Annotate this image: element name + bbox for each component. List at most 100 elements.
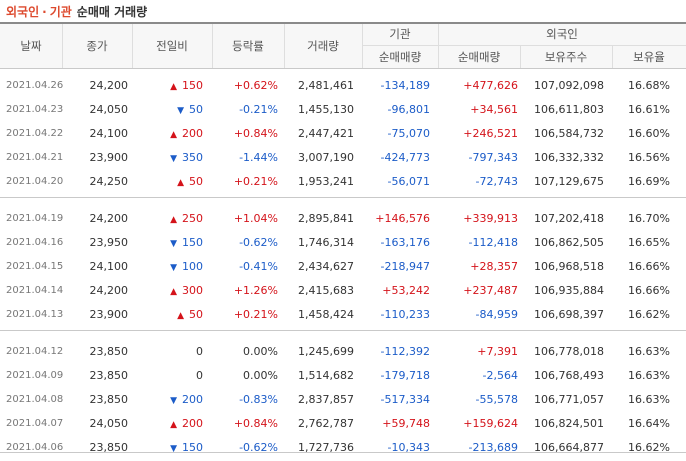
change-value: 150 (182, 441, 203, 454)
foreign-ratio-cell: 16.64% (628, 417, 670, 430)
change-rate-cell: -0.83% (239, 393, 278, 406)
foreign-holdings-cell: 106,611,803 (534, 103, 604, 116)
header-volume: 거래량 (307, 39, 339, 53)
close-price-cell: 24,050 (89, 103, 129, 116)
change-value: 0 (196, 345, 203, 358)
up-arrow-icon: ▲ (170, 130, 177, 140)
table-row: 2021.04.16 23,950 ▼ 150 -0.62% 1,746,314 -163,… (0, 231, 686, 255)
header-divider (520, 46, 521, 68)
title-net-volume: 순매매 거래량 (76, 5, 148, 19)
header-institution: 기관 (389, 27, 411, 41)
header-foreign-hold: 보유주수 (544, 50, 588, 64)
change-cell: 0 (132, 340, 203, 364)
foreign-ratio-cell: 16.60% (628, 127, 670, 140)
foreign-holdings-cell: 106,584,732 (534, 127, 604, 140)
foreign-holdings-cell: 106,698,397 (534, 308, 604, 321)
header-close: 종가 (86, 39, 108, 53)
date-cell: 2021.04.09 (6, 370, 64, 381)
table-row: 2021.04.23 24,050 ▼ 50 -0.21% 1,455,130 -96,80… (0, 98, 686, 122)
header-foreign-ratio: 보유율 (633, 50, 665, 64)
date-cell: 2021.04.08 (6, 394, 64, 405)
up-arrow-icon: ▲ (170, 287, 177, 297)
change-cell: ▼ 150 (132, 231, 203, 255)
change-cell: ▼ 50 (132, 98, 203, 122)
institution-net-cell: -112,392 (380, 345, 430, 358)
change-cell: ▼ 350 (132, 146, 203, 170)
change-cell: 0 (132, 364, 203, 388)
institution-net-cell: -517,334 (380, 393, 430, 406)
down-arrow-icon: ▼ (170, 444, 177, 454)
volume-cell: 2,762,787 (298, 417, 354, 430)
change-rate-cell: -0.62% (239, 441, 278, 454)
change-rate-cell: +0.84% (233, 417, 278, 430)
table-row: 2021.04.09 23,850 0 0.00% 1,514,682 -179,718 -… (0, 364, 686, 388)
table-row: 2021.04.22 24,100 ▲ 200 +0.84% 2,447,421 -75,0… (0, 122, 686, 146)
foreign-net-cell: -72,743 (475, 175, 518, 188)
change-cell: ▲ 300 (132, 279, 203, 303)
change-rate-cell: +0.84% (233, 127, 278, 140)
header-divider (362, 45, 686, 46)
close-price-cell: 23,850 (89, 393, 129, 406)
foreign-holdings-cell: 106,332,332 (534, 151, 604, 164)
header-foreign-net: 순매매량 (457, 50, 501, 64)
foreign-net-cell: +34,561 (470, 103, 518, 116)
foreign-net-cell: +7,391 (477, 345, 518, 358)
table-row: 2021.04.21 23,900 ▼ 350 -1.44% 3,007,190 -424,… (0, 146, 686, 170)
foreign-net-cell: -2,564 (482, 369, 518, 382)
close-price-cell: 23,900 (89, 151, 129, 164)
table-row: 2021.04.07 24,050 ▲ 200 +0.84% 2,762,787 +59,7… (0, 412, 686, 436)
change-rate-cell: 0.00% (243, 345, 278, 358)
change-cell: ▲ 50 (132, 170, 203, 194)
table-row: 2021.04.15 24,100 ▼ 100 -0.41% 2,434,627 -218,… (0, 255, 686, 279)
date-cell: 2021.04.06 (6, 442, 64, 453)
institution-net-cell: -179,718 (380, 369, 430, 382)
date-cell: 2021.04.23 (6, 104, 64, 115)
down-arrow-icon: ▼ (170, 263, 177, 273)
date-cell: 2021.04.20 (6, 176, 64, 187)
change-cell: ▲ 150 (132, 74, 203, 98)
table-row: 2021.04.14 24,200 ▲ 300 +1.26% 2,415,683 +53,2… (0, 279, 686, 303)
change-value: 200 (182, 393, 203, 406)
institution-net-cell: -75,070 (387, 127, 430, 140)
change-value: 200 (182, 417, 203, 430)
foreign-net-cell: -55,578 (475, 393, 518, 406)
up-arrow-icon: ▲ (170, 215, 177, 225)
change-value: 50 (189, 308, 203, 321)
header-divider (62, 24, 63, 68)
date-cell: 2021.04.22 (6, 128, 64, 139)
foreign-net-cell: +159,624 (463, 417, 518, 430)
table-row: 2021.04.12 23,850 0 0.00% 1,245,699 -112,392 +… (0, 340, 686, 364)
foreign-holdings-cell: 106,664,877 (534, 441, 604, 454)
header-divider (362, 24, 363, 68)
foreign-holdings-cell: 106,778,018 (534, 345, 604, 358)
header-rate: 등락률 (232, 39, 264, 53)
date-cell: 2021.04.15 (6, 261, 64, 272)
date-cell: 2021.04.12 (6, 346, 64, 357)
date-cell: 2021.04.19 (6, 213, 64, 224)
change-cell: ▼ 150 (132, 436, 203, 460)
close-price-cell: 23,950 (89, 236, 129, 249)
foreign-ratio-cell: 16.70% (628, 212, 670, 225)
change-value: 350 (182, 151, 203, 164)
institution-net-cell: -218,947 (380, 260, 430, 273)
foreign-net-cell: +246,521 (463, 127, 518, 140)
change-cell: ▲ 250 (132, 207, 203, 231)
close-price-cell: 23,850 (89, 345, 129, 358)
foreign-net-cell: -797,343 (468, 151, 518, 164)
table-row: 2021.04.20 24,250 ▲ 50 +0.21% 1,953,241 -56,07… (0, 170, 686, 194)
close-price-cell: 24,100 (89, 127, 129, 140)
close-price-cell: 23,850 (89, 369, 129, 382)
foreign-ratio-cell: 16.66% (628, 260, 670, 273)
change-value: 150 (182, 236, 203, 249)
down-arrow-icon: ▼ (177, 106, 184, 116)
foreign-holdings-cell: 106,771,057 (534, 393, 604, 406)
header-divider (438, 24, 439, 68)
change-cell: ▼ 100 (132, 255, 203, 279)
up-arrow-icon: ▲ (177, 178, 184, 188)
header-divider (612, 46, 613, 68)
table-row: 2021.04.06 23,850 ▼ 150 -0.62% 1,727,736 -10,3… (0, 436, 686, 460)
table-row: 2021.04.19 24,200 ▲ 250 +1.04% 2,895,841 +146,… (0, 207, 686, 231)
foreign-ratio-cell: 16.61% (628, 103, 670, 116)
change-value: 50 (189, 103, 203, 116)
date-cell: 2021.04.26 (6, 80, 64, 91)
